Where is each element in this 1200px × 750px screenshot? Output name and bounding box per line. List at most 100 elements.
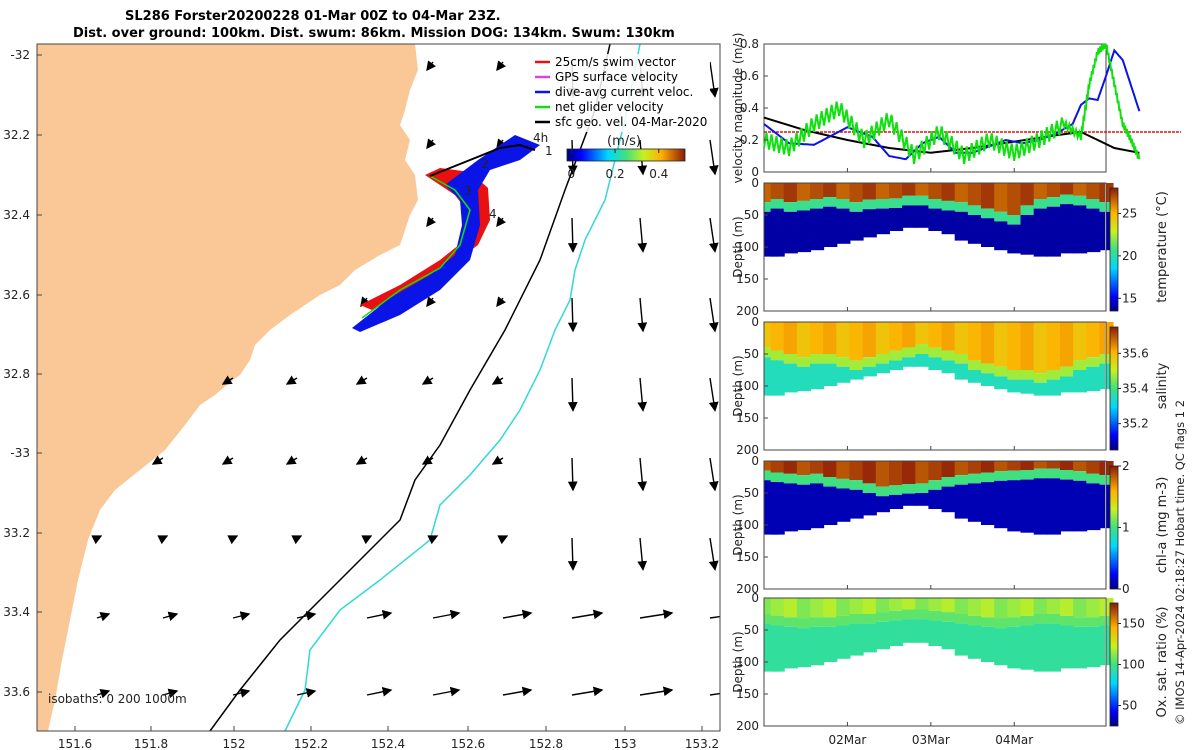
chla-section-ytick-label: 50 (744, 486, 759, 500)
chla-section-colorbar-tick-label: 2 (1122, 459, 1130, 473)
temperature-section-cell (981, 183, 996, 209)
temperature-section-cell (954, 202, 969, 212)
chla-section-cell (941, 486, 956, 513)
chla-section-cell (1033, 468, 1048, 479)
chla-section-cell (783, 473, 798, 484)
salinity-section-cell (994, 376, 1009, 390)
salinity-section-cell (994, 322, 1009, 367)
salinity-section-cell (875, 322, 890, 354)
temperature-section-cell (1086, 208, 1101, 253)
geostrophic-vector (426, 296, 436, 308)
velocity-plot-area (763, 43, 1107, 173)
oxygen-section-cell (783, 598, 798, 618)
salinity-section-cell (796, 322, 812, 358)
chla-section-cell (875, 486, 890, 497)
salinity-section-cell (915, 344, 930, 354)
temperature-section-cell (823, 183, 838, 198)
chla-section-cell (849, 489, 864, 519)
geostrophic-vector (496, 296, 506, 308)
temperature-section-cell (836, 208, 851, 244)
oxygen-section-cell (770, 625, 785, 672)
geostrophic-vector (709, 615, 720, 619)
isobath-1000m (284, 44, 641, 731)
oxygen-section-cell (967, 615, 983, 626)
salinity-section-cell (1086, 366, 1101, 392)
geostrophic-vector (502, 609, 533, 620)
speed-colorbar-label: (m/s) (607, 134, 641, 149)
salinity-section-cell (967, 360, 983, 370)
salinity-section-cell (928, 347, 943, 358)
temperature-section-cell (810, 199, 825, 209)
velocity-ylabel: velocity magnitude (m/s) (731, 33, 745, 184)
salinity-section-cell (981, 322, 996, 364)
temperature-section-cell (1086, 199, 1101, 209)
oxygen-section-cell (915, 609, 930, 620)
oxygen-section-cell (1060, 625, 1075, 669)
credit-text: © IMOS 14-Apr-2024 02:18:27 Hobart time.… (1173, 400, 1187, 725)
temperature-section-cell (783, 202, 798, 212)
geostrophic-vector (227, 535, 239, 545)
chla-section-cell (810, 473, 825, 484)
geostrophic-vector (497, 535, 509, 545)
chla-section-cell (902, 461, 917, 484)
geostrophic-vector (427, 535, 439, 545)
temperature-section-cell (1060, 194, 1075, 205)
oxygen-section-cell (1060, 615, 1075, 626)
chla-section-cell (1073, 461, 1088, 472)
chla-section-colorbar-label: chl-a (mg m-3) (1155, 477, 1170, 574)
legend-entry: dive-avg current veloc. (555, 85, 693, 99)
temperature-section-cell (1020, 215, 1035, 255)
temperature-section-panel: 0 50 100 150 200 Depth (m) 15 20 25 temperature (… (731, 176, 1170, 318)
map-xtick-label: 151.6 (58, 737, 92, 750)
velocity-ytick-label: 0.8 (740, 37, 759, 51)
map-ytick-label: 32.6 (3, 288, 30, 302)
salinity-section-cell (875, 363, 890, 374)
geostrophic-vector (285, 375, 298, 385)
oxygen-section-cell (994, 598, 1009, 619)
map-ytick-label: -32 (10, 48, 30, 62)
chla-section-cell (1020, 461, 1035, 470)
salinity-section-cell (836, 322, 851, 358)
salinity-section-colorbar-label: salinity (1155, 362, 1170, 409)
temperature-section-cell (1033, 208, 1048, 257)
temperature-section-cell (994, 221, 1009, 251)
salinity-section-cell (954, 363, 969, 380)
oxygen-section-cell (941, 598, 956, 613)
map-xtick-label: 153.2 (685, 737, 719, 750)
chla-section-cell (1086, 461, 1101, 474)
temperature-section-cell (810, 183, 825, 199)
temperature-section-cell (889, 208, 904, 231)
velocity-series-net (763, 43, 1141, 165)
temperature-section-cell (915, 195, 930, 206)
temperature-section-cell (1020, 205, 1035, 215)
chla-section-cell (1086, 473, 1101, 484)
chla-section-colorbar (1109, 465, 1119, 590)
speed-colorbar-tick-label: 0.2 (606, 167, 625, 181)
velocity-magnitude-panel: 0 0.2 0.4 0.6 0.8 velocity magnitude (m/s) (731, 33, 1182, 184)
velocity-ytick-label: 0.4 (740, 101, 759, 115)
chla-section-cell (954, 475, 969, 485)
oxygen-section-colorbar-tick-label: 150 (1122, 617, 1145, 631)
isobaths-label: isobaths: 0 200 1000m (48, 692, 187, 706)
temperature-section-cell (981, 218, 996, 247)
salinity-section-ytick-label: 100 (736, 379, 759, 393)
chla-section-cell (836, 461, 851, 479)
temperature-section-cell (862, 209, 877, 238)
geostrophic-vector (637, 217, 648, 253)
chla-section-cell (954, 461, 969, 476)
chla-section-cell (783, 461, 798, 474)
chla-section-cell (823, 477, 838, 487)
chla-section-cell (915, 493, 930, 506)
chla-section-cell (810, 461, 825, 474)
oxygen-section-cell (796, 628, 812, 668)
temperature-section-cell (928, 199, 943, 209)
chla-section-cell (928, 461, 943, 481)
geostrophic-vector (151, 455, 164, 465)
glider-track (352, 135, 540, 332)
time-axis: 02Mar 03Mar 04Mar (828, 168, 1033, 747)
map-ytick-label: -33 (10, 446, 30, 460)
velocity-ytick-label: 0 (751, 165, 759, 179)
temperature-section-cell (1007, 224, 1022, 254)
